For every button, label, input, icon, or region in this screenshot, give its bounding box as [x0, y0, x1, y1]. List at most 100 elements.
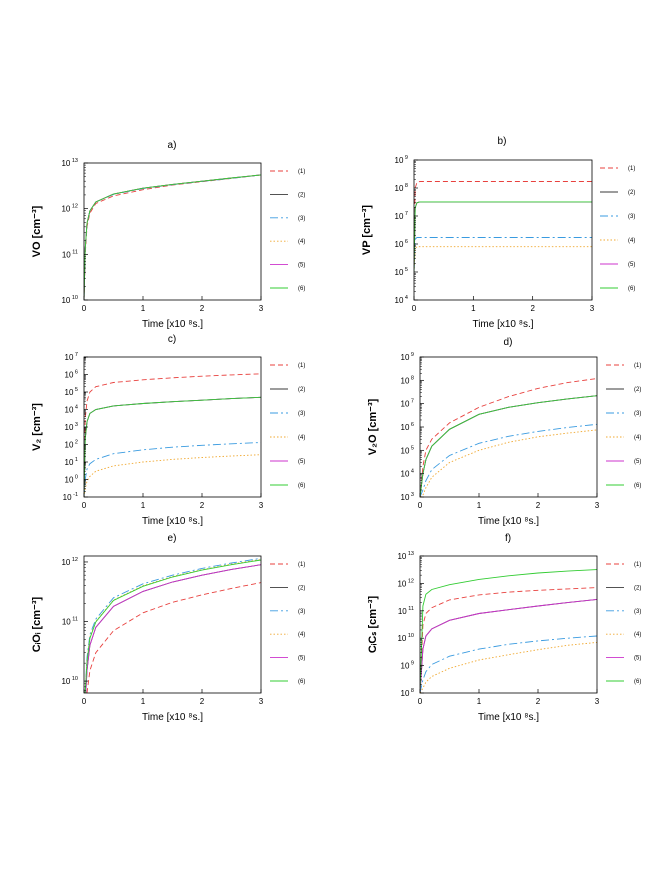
legend-label-5: (5) [298, 263, 305, 269]
legend-label-4: (4) [628, 238, 635, 244]
plot-frame [83, 162, 262, 301]
x-tick-label: 1 [477, 697, 482, 706]
legend-label-6: (6) [634, 483, 641, 489]
series-line-5 [420, 395, 597, 497]
x-axis-label: Time [x10 ⁸s.] [142, 319, 203, 330]
panel-title: a) [168, 140, 177, 151]
series-line-1 [84, 373, 261, 497]
x-tick-label: 2 [536, 501, 541, 510]
y-tick-label: 10 5 [401, 445, 415, 455]
y-tick-label: 10 11 [398, 606, 414, 616]
series-line-3 [420, 635, 597, 693]
legend-label-2: (2) [634, 387, 641, 393]
series-line-2 [414, 201, 592, 273]
plot-frame [83, 356, 262, 498]
y-tick-label: 10 1 [65, 457, 79, 467]
y-tick-label: 10 9 [401, 352, 415, 362]
x-axis-label: Time [x10 ⁸s.] [142, 712, 203, 723]
series-line-6 [84, 396, 261, 497]
legend-label-1: (1) [628, 166, 635, 172]
legend-label-6: (6) [628, 286, 635, 292]
series-line-2 [84, 174, 261, 300]
x-axis-label: Time [x10 ⁸s.] [478, 712, 539, 723]
legend-label-2: (2) [634, 585, 641, 591]
x-axis-label: Time [x10 ⁸s.] [472, 319, 533, 330]
y-tick-label: 10 6 [401, 422, 415, 432]
panel-title: b) [498, 136, 507, 147]
legend-label-2: (2) [298, 192, 305, 198]
y-tick-label: 10 5 [65, 387, 79, 397]
series-line-1 [414, 181, 592, 245]
legend-label-5: (5) [298, 459, 305, 465]
series-line-5 [84, 174, 261, 300]
y-tick-label: 10 13 [397, 551, 414, 561]
series-line-6 [84, 559, 261, 693]
y-tick-label: 10 6 [395, 239, 409, 249]
panel-title: d) [504, 337, 513, 348]
series-line-5 [85, 564, 261, 693]
series-line-3 [414, 237, 592, 273]
x-tick-label: 3 [590, 304, 595, 313]
series-line-4 [84, 174, 261, 300]
series-line-6 [420, 569, 597, 693]
chart-panel-5: e) 10 10 10 11 10 12 0 1 2 3 Time [x10 ⁸s.] CᵢOᵢ … [31, 533, 305, 723]
legend-label-6: (6) [634, 679, 641, 685]
series-line-1 [420, 587, 597, 693]
panel-title: e) [168, 533, 177, 544]
y-tick-label: 10 12 [61, 204, 78, 214]
legend-label-2: (2) [628, 190, 635, 196]
plot-frame [413, 159, 593, 301]
series-line-3 [84, 557, 261, 693]
series-line-3 [420, 423, 597, 497]
y-tick-label: 10 -1 [63, 492, 78, 502]
x-tick-label: 3 [259, 304, 264, 313]
legend-label-6: (6) [298, 483, 305, 489]
legend-label-5: (5) [628, 262, 635, 268]
y-tick-label: 10 5 [395, 267, 409, 277]
x-tick-label: 2 [536, 697, 541, 706]
legend-label-2: (2) [298, 387, 305, 393]
series-line-1 [86, 582, 261, 693]
series-line-6 [414, 201, 592, 273]
x-tick-label: 2 [530, 304, 535, 313]
chart-panel-1: a) 10 10 10 11 10 12 10 13 0 1 2 3 Time [x10 ⁸s.]… [31, 140, 305, 330]
y-tick-label: 10 7 [395, 211, 409, 221]
y-tick-label: 10 10 [61, 295, 78, 305]
x-tick-label: 1 [477, 501, 482, 510]
panel-title: c) [168, 334, 176, 345]
legend-label-1: (1) [298, 562, 305, 568]
x-tick-label: 1 [471, 304, 476, 313]
legend-label-5: (5) [634, 459, 641, 465]
y-tick-label: 10 3 [401, 492, 415, 502]
y-tick-label: 10 8 [401, 688, 415, 698]
y-tick-label: 10 8 [395, 183, 409, 193]
x-tick-label: 0 [418, 501, 423, 510]
y-tick-label: 10 3 [65, 422, 79, 432]
legend-label-3: (3) [634, 609, 641, 615]
x-tick-label: 3 [595, 501, 600, 510]
y-tick-label: 10 4 [395, 295, 409, 305]
series-line-2 [85, 564, 261, 693]
y-tick-label: 10 6 [65, 370, 79, 380]
x-tick-label: 0 [82, 304, 87, 313]
y-tick-label: 10 2 [65, 440, 79, 450]
series-line-4 [414, 246, 592, 273]
x-tick-label: 2 [200, 501, 205, 510]
legend-label-3: (3) [298, 609, 305, 615]
legend-label-5: (5) [298, 656, 305, 662]
panel-title: f) [505, 533, 511, 544]
x-tick-label: 2 [200, 697, 205, 706]
y-tick-label: 10 11 [62, 617, 78, 627]
legend-label-6: (6) [298, 679, 305, 685]
legend-label-1: (1) [298, 363, 305, 369]
legend-label-3: (3) [298, 411, 305, 417]
y-tick-label: 10 13 [61, 158, 78, 168]
series-line-3 [84, 442, 261, 497]
series-line-5 [420, 598, 597, 693]
series-line-6 [84, 174, 261, 300]
y-tick-label: 10 10 [61, 676, 78, 686]
x-tick-label: 3 [259, 501, 264, 510]
y-axis-label: V₂O [cm⁻³] [367, 398, 379, 455]
y-tick-label: 10 4 [65, 405, 79, 415]
